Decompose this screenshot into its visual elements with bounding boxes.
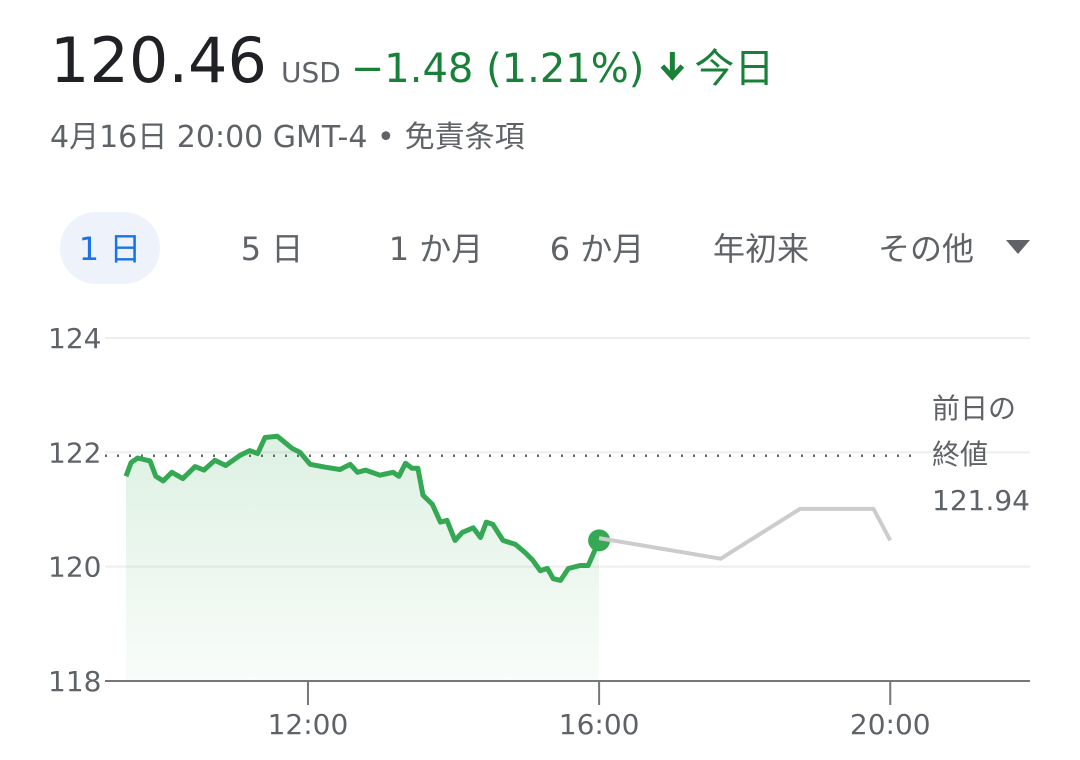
last-price-dot	[588, 529, 611, 552]
previous-close-label: 前日の	[932, 392, 1016, 425]
y-tick-label: 122	[48, 436, 101, 469]
y-tick-label: 120	[48, 551, 101, 584]
area-fill	[126, 436, 600, 681]
range-tab[interactable]: その他	[878, 230, 974, 268]
period: 今日	[694, 46, 774, 92]
x-tick-label: 20:00	[850, 708, 931, 741]
dropdown-icon[interactable]	[1006, 240, 1030, 254]
previous-close-label: 終値	[932, 438, 988, 471]
y-tick-label: 124	[48, 322, 101, 355]
x-tick-label: 16:00	[559, 708, 640, 741]
price-line	[598, 506, 893, 561]
range-tab[interactable]: 1 か月	[389, 230, 484, 268]
down-arrow-icon	[660, 52, 685, 81]
price-line	[123, 433, 602, 583]
currency: USD	[281, 56, 341, 89]
timestamp: 4月16日 20:00 GMT-4 •	[50, 120, 395, 155]
x-tick-label: 12:00	[268, 708, 349, 741]
price: 120.46	[50, 24, 267, 97]
range-tabs: 1 日 5 日 1 か月 6 か月 年初来 その他	[60, 212, 1030, 284]
previous-close-value: 121.94	[932, 484, 1030, 517]
range-tab[interactable]: 6 か月	[550, 230, 645, 268]
tab-selected-bg	[60, 212, 160, 284]
range-tab[interactable]: 年初来	[713, 230, 809, 268]
disclaimer-link[interactable]: 免責条項	[405, 120, 525, 155]
y-tick-label: 118	[48, 665, 101, 698]
range-tab[interactable]: 5 日	[241, 230, 304, 268]
range-tab[interactable]: 1 日	[79, 230, 142, 268]
price-change: −1.48 (1.21%)	[351, 46, 645, 92]
